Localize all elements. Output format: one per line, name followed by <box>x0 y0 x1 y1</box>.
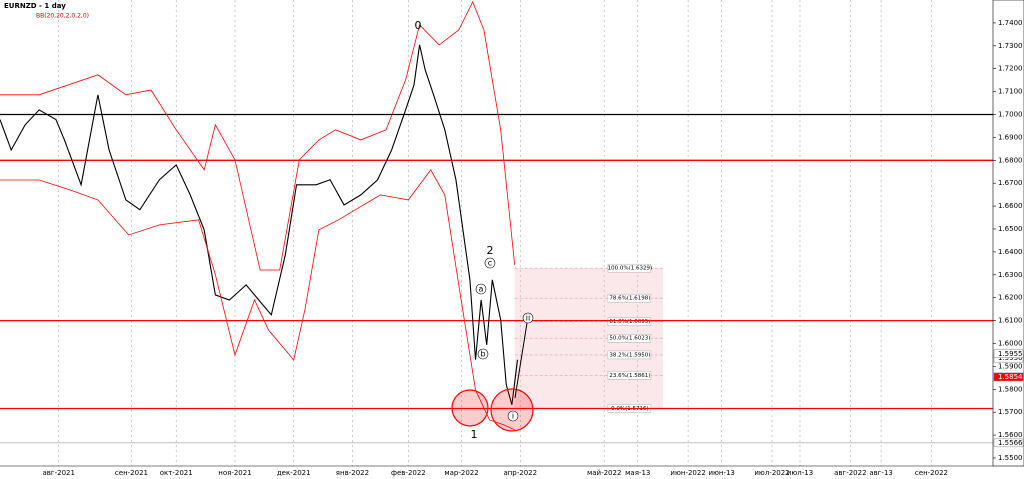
x-tick-label: июн-13 <box>708 469 734 477</box>
x-tick-label: июн-2022 <box>670 469 705 477</box>
fib-label: 78.6%(1.6198) <box>609 296 650 302</box>
wave-circle <box>477 348 489 360</box>
x-tick-label: мар-2022 <box>444 469 478 477</box>
y-tick-label: 1.6700 <box>998 179 1023 187</box>
x-tick-label: сен-2021 <box>115 469 148 477</box>
x-tick-label: июл-2022 <box>754 469 789 477</box>
fib-label-box <box>607 371 652 380</box>
x-tick-label: дек-2021 <box>277 469 311 477</box>
y-tick-label: 1.7400 <box>998 19 1023 27</box>
y-tick-label: 1.6200 <box>998 294 1023 302</box>
x-tick-label: окт-2021 <box>160 469 193 477</box>
wave-circle <box>507 410 519 422</box>
price-label: 1.5854 <box>998 373 1023 381</box>
x-tick-label: ноя-2021 <box>218 469 251 477</box>
bollinger-band <box>0 169 515 431</box>
y-tick-label: 1.7100 <box>998 88 1023 96</box>
wave-ii: ii <box>522 312 534 324</box>
fib-label: 100.0%(1.6329) <box>608 266 653 272</box>
price-label: 1.5566 <box>998 439 1023 447</box>
y-tick-label: 1.6500 <box>998 225 1023 233</box>
y-tick-label: 1.7000 <box>998 110 1023 118</box>
projection-arrow <box>514 322 528 399</box>
fib-label-box <box>607 317 652 326</box>
x-tick-label: апр-2022 <box>503 469 537 477</box>
fib-label-box <box>607 293 652 303</box>
price-label-box <box>993 349 1024 358</box>
wave-circle <box>475 283 487 295</box>
wave-label: ii <box>526 314 530 323</box>
wave-label: a <box>479 285 484 294</box>
y-tick-label: 1.6900 <box>998 133 1023 141</box>
highlight-circle <box>451 389 489 427</box>
y-tick-label: 1.5600 <box>998 431 1023 439</box>
y-tick-label: 1.7200 <box>998 65 1023 73</box>
fib-label: 50.0%(1.6023) <box>609 336 650 342</box>
x-tick-label: авг-2022 <box>834 469 866 477</box>
wave-label: 1 <box>471 428 478 441</box>
x-tick-label: сен-2022 <box>915 469 948 477</box>
wave-a: a <box>475 283 487 295</box>
price-label: 1.5936 <box>998 354 1023 362</box>
wave-label: 0 <box>415 19 422 32</box>
y-tick-label: 1.6100 <box>998 317 1023 325</box>
price-line <box>0 44 519 406</box>
y-tick-label: 1.6800 <box>998 156 1023 164</box>
wave-circle <box>484 257 496 269</box>
wave-label: i <box>512 412 514 421</box>
x-tick-label: фев-2022 <box>391 469 426 477</box>
chart-title: EURNZD - 1 day <box>4 2 66 10</box>
x-tick-label: авг-2021 <box>43 469 75 477</box>
y-tick-label: 1.6400 <box>998 248 1023 256</box>
wave-circle <box>522 312 534 324</box>
y-tick-label: 1.6000 <box>998 339 1023 347</box>
wave-label: 2 <box>487 244 494 257</box>
wave-label: c <box>488 259 492 268</box>
y-tick-label: 1.7300 <box>998 42 1023 50</box>
x-tick-label: авг-13 <box>869 469 893 477</box>
x-tick-label: мая-13 <box>625 469 650 477</box>
fib-label: 23.6%(1.5861) <box>609 373 650 379</box>
y-tick-label: 1.5800 <box>998 385 1023 393</box>
y-tick-label: 1.5500 <box>998 454 1023 462</box>
fib-label-box <box>607 334 652 343</box>
price-label-box <box>993 372 1024 382</box>
fib-label-box <box>607 263 652 273</box>
y-tick-label: 1.5900 <box>998 362 1023 370</box>
highlight-circle <box>490 388 534 432</box>
wave-b: b <box>477 348 489 360</box>
price-label-box <box>993 438 1024 448</box>
wave-label: b <box>480 350 485 359</box>
x-tick-label: июл-13 <box>787 469 813 477</box>
fib-label-box <box>607 350 652 360</box>
plot: 100.0%(1.6329) 78.6%(1.6198) 61.8%(1.6095)… <box>0 0 1024 444</box>
y-tick-label: 1.6600 <box>998 202 1023 210</box>
fib-label: 61.8%(1.6095) <box>609 319 650 325</box>
x-tick-label: май-2022 <box>587 469 621 477</box>
bollinger-band <box>0 0 516 271</box>
wave-c: c <box>484 257 496 269</box>
y-tick-label: 1.6300 <box>998 271 1023 279</box>
price-label: 1.5955 <box>998 350 1023 358</box>
indicator-label: BB(20,20,2,0,2,0) <box>36 13 89 20</box>
wave-i: i <box>507 410 519 422</box>
x-tick-label: янв-2022 <box>336 469 369 477</box>
y-axis-panel <box>992 0 1024 467</box>
y-tick-label: 1.5700 <box>998 408 1023 416</box>
fib-label: 38.2%(1.5950) <box>609 352 650 358</box>
